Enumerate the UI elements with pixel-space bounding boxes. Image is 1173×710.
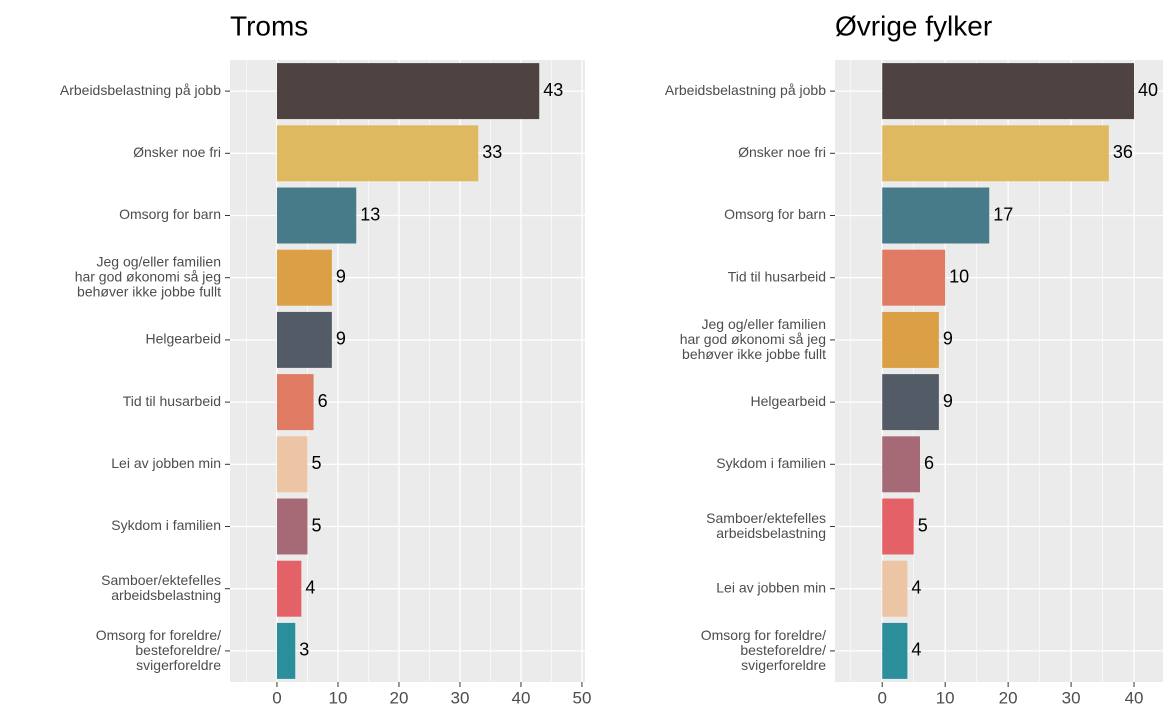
- x-tick-label: 20: [389, 688, 408, 707]
- x-tick-label: 20: [999, 688, 1018, 707]
- x-tick-label: 30: [450, 688, 469, 707]
- value-label: 5: [311, 515, 321, 535]
- bar: [882, 187, 990, 244]
- value-label: 9: [943, 391, 953, 411]
- value-label: 43: [543, 80, 563, 100]
- y-tick-label: Lei av jobben min: [716, 579, 826, 595]
- y-tick-label: Tid til husarbeid: [728, 268, 826, 284]
- bar: [276, 249, 332, 306]
- chart-title: Troms: [230, 10, 308, 41]
- y-tick-label: Ønsker noe fri: [133, 144, 221, 160]
- bar: [276, 560, 302, 617]
- y-tick-label: Helgearbeid: [146, 331, 222, 347]
- x-tick-label: 0: [877, 688, 886, 707]
- value-label: 4: [911, 577, 921, 597]
- x-tick-label: 0: [272, 688, 281, 707]
- y-tick-label: Omsorg for foreldre/besteforeldre/sviger…: [96, 627, 221, 673]
- y-tick-label: Ønsker noe fri: [738, 144, 826, 160]
- bar: [882, 560, 908, 617]
- bar: [276, 498, 308, 555]
- value-label: 6: [318, 391, 328, 411]
- y-tick-label: Lei av jobben min: [111, 455, 221, 471]
- y-tick-label: Helgearbeid: [751, 393, 827, 409]
- y-tick-label: Tid til husarbeid: [123, 393, 221, 409]
- chart-title: Øvrige fylker: [835, 10, 992, 41]
- value-label: 10: [949, 266, 969, 286]
- bar: [276, 374, 314, 431]
- value-label: 33: [482, 142, 502, 162]
- bar: [276, 311, 332, 368]
- value-label: 40: [1138, 80, 1158, 100]
- x-tick-label: 30: [1062, 688, 1081, 707]
- bar: [276, 622, 296, 679]
- bar: [276, 63, 540, 120]
- y-tick-label: Samboer/ektefelles arbeidsbelastning: [101, 572, 221, 603]
- x-tick-label: 50: [572, 688, 591, 707]
- value-label: 13: [360, 204, 380, 224]
- y-tick-label: Arbeidsbelastning på jobb: [60, 82, 221, 98]
- bar: [882, 498, 914, 555]
- bar: [882, 311, 939, 368]
- y-tick-label: Omsorg for barn: [724, 206, 826, 222]
- value-label: 36: [1113, 142, 1133, 162]
- y-tick-label: Arbeidsbelastning på jobb: [665, 82, 826, 98]
- value-label: 9: [943, 329, 953, 349]
- bar: [276, 436, 308, 493]
- y-tick-label: Jeg og/eller familien har god økonomi så …: [75, 253, 221, 299]
- value-label: 17: [993, 204, 1013, 224]
- bar: [882, 436, 920, 493]
- bar: [882, 63, 1135, 120]
- bar: [276, 125, 479, 182]
- x-tick-label: 10: [329, 688, 348, 707]
- y-tick-label: Samboer/ektefelles arbeidsbelastning: [706, 510, 826, 541]
- value-label: 4: [911, 640, 921, 660]
- y-tick-label: Sykdom i familien: [111, 517, 221, 533]
- value-label: 9: [336, 266, 346, 286]
- value-label: 4: [305, 577, 315, 597]
- y-tick-label: Omsorg for barn: [119, 206, 221, 222]
- y-tick-label: Jeg og/eller familien har god økonomi så …: [680, 316, 826, 362]
- x-tick-label: 40: [1125, 688, 1144, 707]
- x-tick-label: 10: [936, 688, 955, 707]
- value-label: 6: [924, 453, 934, 473]
- value-label: 3: [299, 640, 309, 660]
- y-tick-label: Omsorg for foreldre/besteforeldre/sviger…: [701, 627, 826, 673]
- value-label: 9: [336, 329, 346, 349]
- y-tick-label: Sykdom i familien: [716, 455, 826, 471]
- bar: [276, 187, 357, 244]
- bar: [882, 125, 1109, 182]
- bar: [882, 374, 939, 431]
- bar: [882, 622, 908, 679]
- x-tick-label: 40: [511, 688, 530, 707]
- value-label: 5: [311, 453, 321, 473]
- value-label: 5: [918, 515, 928, 535]
- bar: [882, 249, 946, 306]
